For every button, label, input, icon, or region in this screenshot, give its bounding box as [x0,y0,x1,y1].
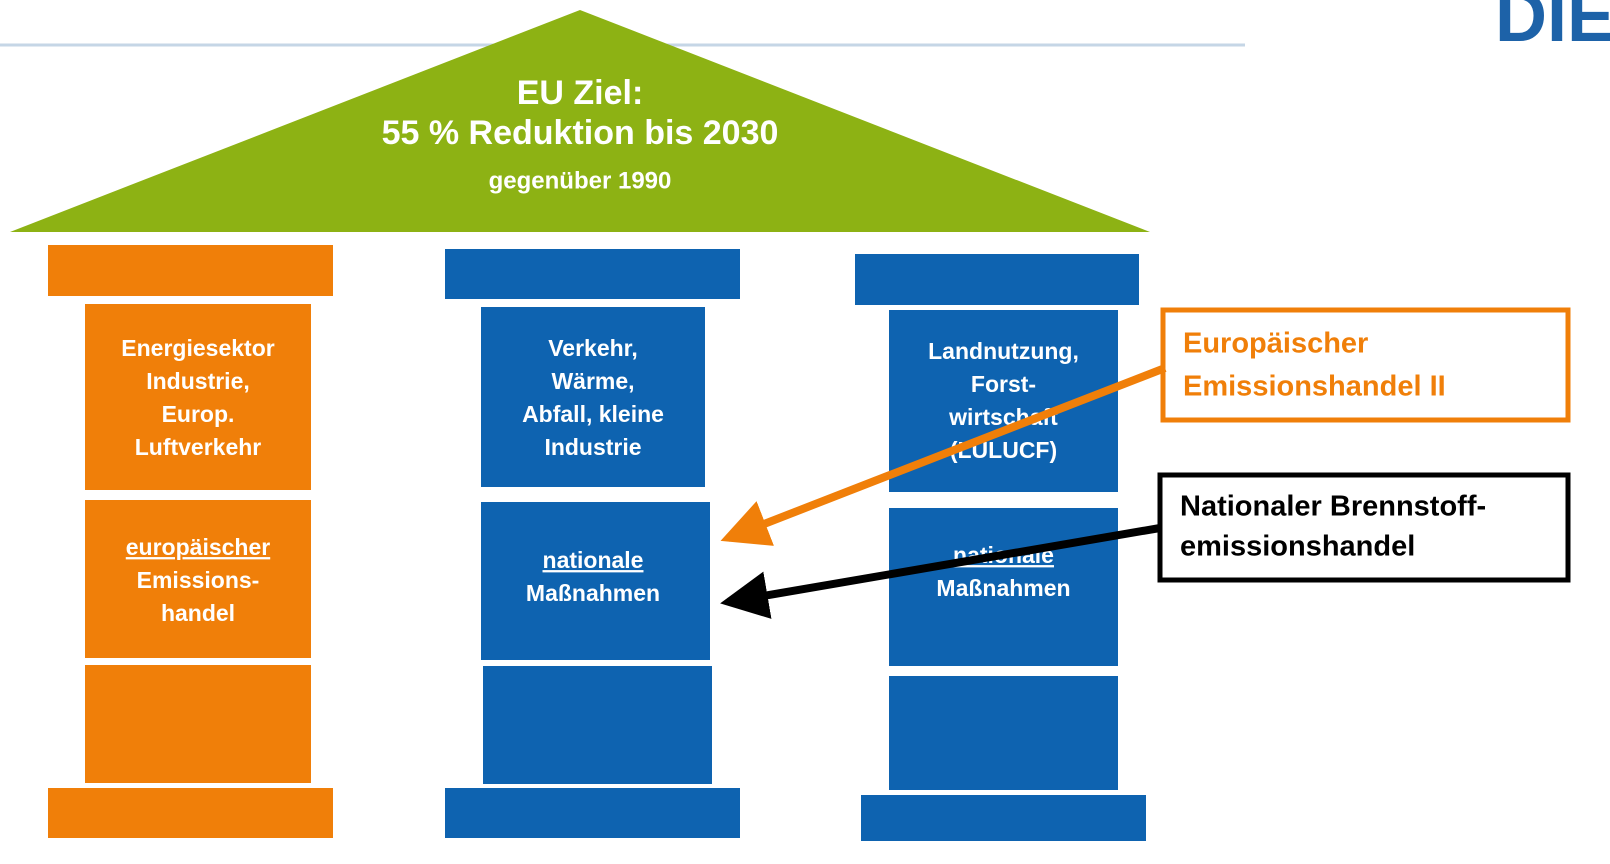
pillar-text: Maßnahmen [526,580,660,606]
pillar-block [445,249,740,299]
callout-box [1160,307,1571,423]
pillar-text: Wärme, [551,368,634,394]
pillar-text: Verkehr, [548,335,638,361]
roof-text: EU Ziel: [517,74,644,112]
pillar-block [889,508,1118,666]
roof-text: gegenüber 1990 [489,167,672,194]
pillar-block [889,676,1118,790]
callout-text: Emissionshandel II [1183,371,1446,403]
pillar-block [48,245,333,296]
pillar-text: nationale [543,547,644,573]
pillar-text: Landnutzung, [928,338,1079,364]
callout-text: Europäischer [1183,328,1368,360]
pillar-text: Industrie [544,434,641,460]
callout-box [1157,472,1571,583]
arrow [720,364,1167,546]
pillar-block [85,500,311,658]
pillar-text: Maßnahmen [936,575,1070,601]
pillar-text: europäischer [126,534,270,560]
pillar-block [445,788,740,838]
roof [10,10,1150,232]
roof-text: 55 % Reduktion bis 2030 [382,114,779,152]
pillar-text: Emissions- [137,567,260,593]
callout-text: emissionshandel [1180,531,1415,563]
pillar-text: Europ. [162,401,235,427]
pillar-text: (LULUCF) [950,437,1057,463]
pillar-text: Energiesektor [121,335,274,361]
pillar-block [855,254,1139,305]
pillar-block [481,502,710,660]
logo: DIER [1495,0,1610,57]
pillar-block [85,304,311,490]
arrow [720,524,1161,619]
pillar-block [861,795,1146,841]
callout-text: Nationaler Brennstoff- [1180,491,1486,523]
pillar-text: Luftverkehr [135,434,262,460]
pillar-block [48,788,333,838]
pillar-block [481,307,705,487]
pillar-block [483,666,712,784]
pillar-text: Abfall, kleine [522,401,664,427]
pillar-text: handel [161,600,235,626]
pillar-text: Industrie, [146,368,250,394]
pillar-text: Forst- [971,371,1036,397]
pillar-block [85,665,311,783]
